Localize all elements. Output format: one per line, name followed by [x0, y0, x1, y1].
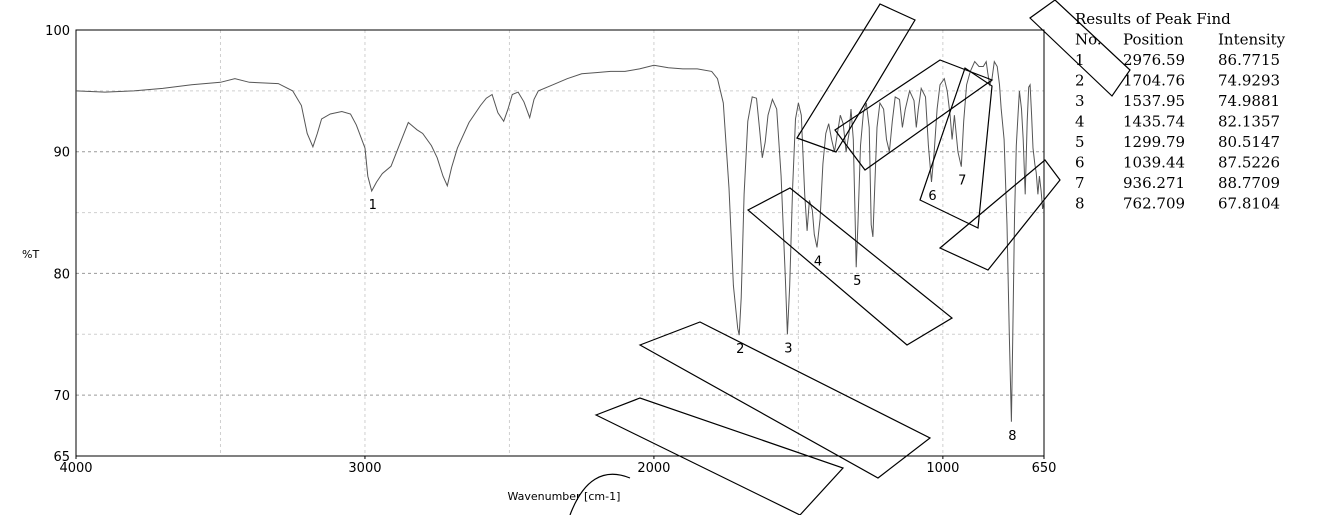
x-tick-label: 3000 — [348, 461, 381, 476]
peak-table-cell: 762.709 — [1123, 195, 1185, 213]
peak-table-cell: 6 — [1075, 154, 1085, 172]
x-axis-ticks: 4000 3000 2000 1000 650 — [59, 456, 1056, 476]
y-axis-label: %T — [22, 248, 39, 261]
peak-table-header: No. — [1075, 31, 1102, 49]
peak-table-cell: 936.271 — [1123, 174, 1185, 192]
x-tick-label: 4000 — [59, 461, 92, 476]
peak-labels: 1 2 3 4 5 6 7 8 — [369, 174, 1017, 444]
peak-table-cell: 1537.95 — [1123, 92, 1185, 110]
x-tick-label: 2000 — [637, 461, 670, 476]
peak-table-cell: 1039.44 — [1123, 154, 1185, 172]
peak-table-cell: 80.5147 — [1218, 133, 1280, 151]
peak-table-cell: 7 — [1075, 174, 1085, 192]
y-tick-label: 80 — [53, 267, 70, 282]
peak-table-cell: 87.5226 — [1218, 154, 1280, 172]
peak-table-cell: 88.7709 — [1218, 174, 1280, 192]
y-tick-label: 90 — [53, 146, 70, 161]
peak-label-2: 2 — [736, 342, 744, 357]
peak-label-6: 6 — [928, 189, 936, 204]
peak-table-cell: 3 — [1075, 92, 1085, 110]
grid — [76, 30, 1044, 456]
peak-label-8: 8 — [1008, 429, 1016, 444]
x-tick-label: 650 — [1032, 461, 1057, 476]
y-tick-label: 70 — [53, 389, 70, 404]
x-tick-label: 1000 — [926, 461, 959, 476]
peak-table-cell: 82.1357 — [1218, 113, 1280, 131]
peak-label-3: 3 — [784, 341, 792, 356]
peak-table-cell: 67.8104 — [1218, 195, 1280, 213]
peak-table-cell: 1299.79 — [1123, 133, 1185, 151]
peak-table-cell: 8 — [1075, 195, 1085, 213]
peak-table-cell: 2 — [1075, 72, 1085, 90]
peak-table-cell: 2976.59 — [1123, 51, 1185, 69]
peak-table-cell: 86.7715 — [1218, 51, 1280, 69]
peak-table-cell: 1435.74 — [1123, 113, 1185, 131]
y-tick-label: 65 — [53, 450, 70, 465]
peak-table-cell: 5 — [1075, 133, 1085, 151]
plot-frame — [75, 29, 1045, 457]
peak-table-header: Intensity — [1218, 31, 1286, 49]
watermark-outline — [569, 0, 1131, 515]
peak-table-cell: 1704.76 — [1123, 72, 1185, 90]
peak-label-5: 5 — [853, 274, 861, 289]
peak-label-7: 7 — [958, 174, 966, 189]
spectrum-line — [75, 60, 1045, 422]
peak-label-4: 4 — [814, 254, 822, 269]
y-tick-label: 100 — [45, 24, 70, 39]
peak-table-title: Results of Peak Find — [1075, 10, 1231, 28]
y-axis-ticks: 100 90 80 70 65 — [45, 24, 70, 465]
peak-table: Results of Peak Find No. Position Intensit… — [1075, 10, 1286, 213]
peak-label-1: 1 — [369, 198, 377, 213]
x-axis-label: Wavenumber [cm-1] — [507, 490, 620, 503]
peak-table-cell: 4 — [1075, 113, 1085, 131]
peak-table-cell: 1 — [1075, 51, 1085, 69]
peak-table-cell: 74.9293 — [1218, 72, 1280, 90]
peak-table-cell: 74.9881 — [1218, 92, 1280, 110]
peak-table-header: Position — [1123, 31, 1184, 49]
